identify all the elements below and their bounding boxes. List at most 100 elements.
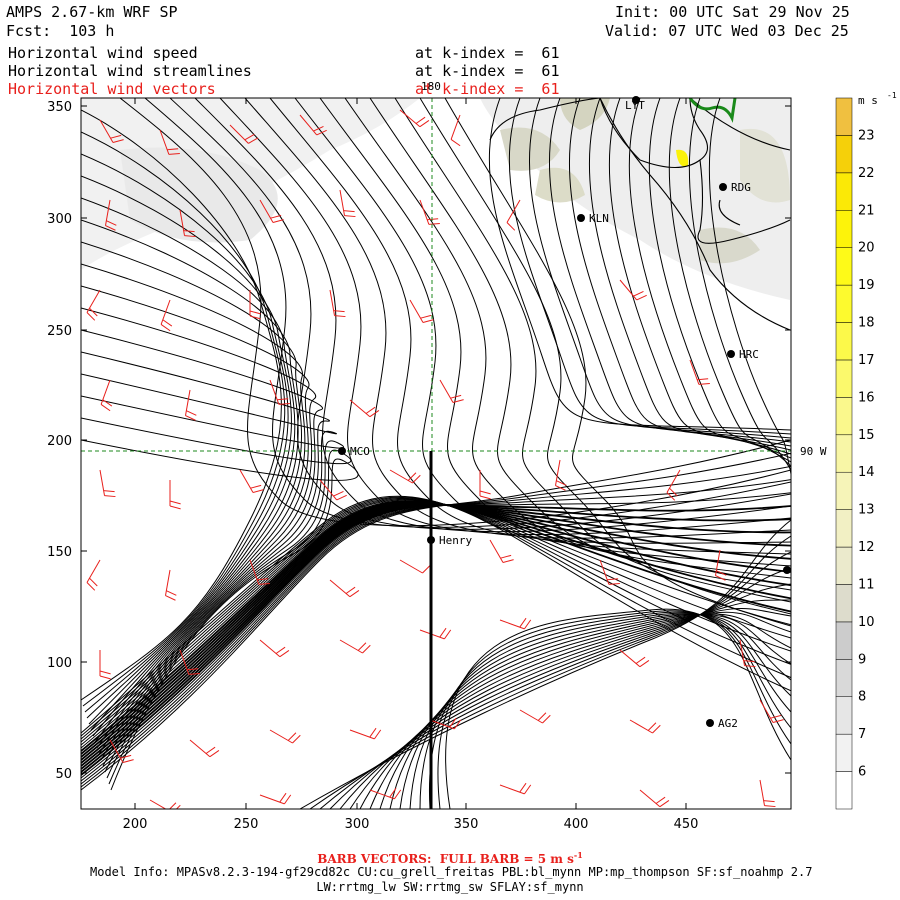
station-label-lyt: LYT bbox=[625, 99, 645, 112]
streamline bbox=[588, 98, 791, 451]
wind-barb-flag bbox=[275, 646, 286, 654]
station-markers: LYT RDG KLN HRC MCO Henry AG2 bbox=[338, 96, 791, 730]
streamline bbox=[81, 395, 345, 779]
wind-barb-flag bbox=[110, 134, 122, 139]
wind-barb-flag bbox=[185, 415, 196, 421]
wind-barb-flag bbox=[344, 215, 356, 218]
colorbar-swatch bbox=[835, 359, 853, 398]
wind-barb-flag bbox=[257, 578, 269, 581]
wind-barb-flag bbox=[167, 148, 179, 151]
wind-barb-flag bbox=[250, 484, 262, 489]
wind-barb bbox=[489, 539, 504, 563]
streamline bbox=[81, 504, 791, 773]
wind-barb bbox=[409, 299, 424, 323]
colorbar-swatch bbox=[835, 397, 853, 436]
streamline bbox=[419, 98, 791, 615]
wind-barb bbox=[629, 719, 653, 734]
wind-barb-flag bbox=[743, 660, 755, 663]
streamline bbox=[81, 417, 352, 785]
wind-barb-flag bbox=[452, 399, 464, 403]
streamline bbox=[688, 98, 791, 471]
colorbar-level-label: 18 bbox=[858, 316, 875, 331]
wind-barb bbox=[299, 114, 318, 136]
colorbar-swatch bbox=[835, 471, 853, 510]
colorbar-swatch bbox=[835, 322, 853, 361]
streamline bbox=[419, 612, 791, 809]
wind-barb-flag bbox=[292, 734, 301, 744]
wind-barb-flag bbox=[103, 490, 115, 493]
wind-barb-flag bbox=[439, 627, 447, 638]
colorbar-level-label: 10 bbox=[858, 615, 875, 630]
wind-barb bbox=[739, 639, 746, 666]
barb-note-exp: -1 bbox=[573, 850, 583, 860]
colorbar-level-label: 22 bbox=[858, 166, 875, 181]
wind-barb-flag bbox=[278, 402, 290, 405]
streamline bbox=[81, 503, 791, 767]
station-dot-kln bbox=[577, 214, 585, 222]
colorbar-swatch bbox=[835, 696, 853, 735]
wind-barb-flag bbox=[160, 324, 171, 332]
streamline bbox=[399, 614, 791, 809]
station-dot-ag2 bbox=[706, 719, 714, 727]
model-info-2: LW:rrtmg_lw SW:rrtmg_sw SFLAY:sf_mynn bbox=[316, 880, 584, 894]
wind-barb bbox=[179, 649, 190, 675]
wind-barb-flag bbox=[89, 307, 98, 317]
station-dot-henry bbox=[427, 536, 435, 544]
colorbar-swatch bbox=[835, 210, 853, 248]
wind-barb bbox=[666, 469, 681, 493]
streamline bbox=[81, 131, 286, 707]
streamline bbox=[81, 498, 791, 743]
colorbar-level-label: 6 bbox=[858, 765, 866, 780]
wind-barb bbox=[554, 459, 561, 486]
wind-barb bbox=[239, 469, 254, 493]
wind-barb bbox=[399, 559, 423, 574]
streamline bbox=[444, 98, 791, 627]
colorbar-level-label: 16 bbox=[858, 390, 875, 405]
wind-barb-flag bbox=[635, 656, 646, 664]
wind-barb-flag bbox=[500, 554, 512, 559]
wind-barb bbox=[429, 719, 455, 730]
colorbar: m s -1 6 7 8 9 10 11 12 13 14 15 16 17 18 19 20 21 22 23 bbox=[835, 91, 897, 810]
station-label-henry: Henry bbox=[439, 534, 472, 547]
wind-barb bbox=[269, 729, 293, 744]
streamline bbox=[244, 98, 791, 539]
station-label-hrc: HRC bbox=[739, 348, 759, 361]
streamline bbox=[194, 98, 791, 533]
wind-barb-flag bbox=[479, 490, 491, 495]
wind-barb-flag bbox=[419, 119, 430, 128]
wind-barb-flag bbox=[120, 754, 132, 759]
wind-barb-flag bbox=[633, 290, 644, 297]
y-tick-label: 50 bbox=[55, 767, 72, 782]
wind-barb-flag bbox=[166, 590, 177, 596]
streamline bbox=[81, 492, 791, 779]
x-tick-label: 350 bbox=[454, 817, 479, 832]
colorbar-swatch bbox=[835, 172, 853, 211]
wind-barb bbox=[689, 359, 700, 385]
streamline bbox=[668, 98, 791, 467]
wind-barb bbox=[499, 619, 525, 630]
wind-barb bbox=[100, 379, 111, 405]
streamline bbox=[81, 241, 302, 737]
wind-barb-flag bbox=[249, 315, 261, 320]
colorbar-level-label: 12 bbox=[858, 540, 875, 555]
wind-barb-flag bbox=[102, 399, 113, 407]
streamline bbox=[81, 153, 289, 713]
wind-barb-flag bbox=[186, 410, 197, 416]
wind-barb bbox=[99, 469, 106, 496]
wind-barb bbox=[269, 379, 280, 405]
wind-barb-flag bbox=[183, 230, 195, 233]
y-tick-label: 200 bbox=[47, 434, 72, 449]
wind-barb-flag bbox=[479, 495, 491, 500]
wind-barb bbox=[759, 699, 774, 723]
wind-barb-flag bbox=[184, 235, 196, 238]
streamline bbox=[81, 504, 791, 776]
station-label-ag2: AG2 bbox=[718, 717, 738, 730]
colorbar-level-label: 15 bbox=[858, 428, 875, 443]
wind-barb-flag bbox=[542, 714, 551, 724]
init-time: Init: 00 UTC Sat 29 Nov 25 bbox=[615, 3, 850, 21]
x-tick-label: 200 bbox=[123, 817, 148, 832]
wind-barb-flag bbox=[122, 759, 134, 763]
wind-barb-flag bbox=[537, 712, 547, 721]
streamline bbox=[81, 439, 359, 791]
colorbar-level-label: 7 bbox=[858, 727, 866, 742]
